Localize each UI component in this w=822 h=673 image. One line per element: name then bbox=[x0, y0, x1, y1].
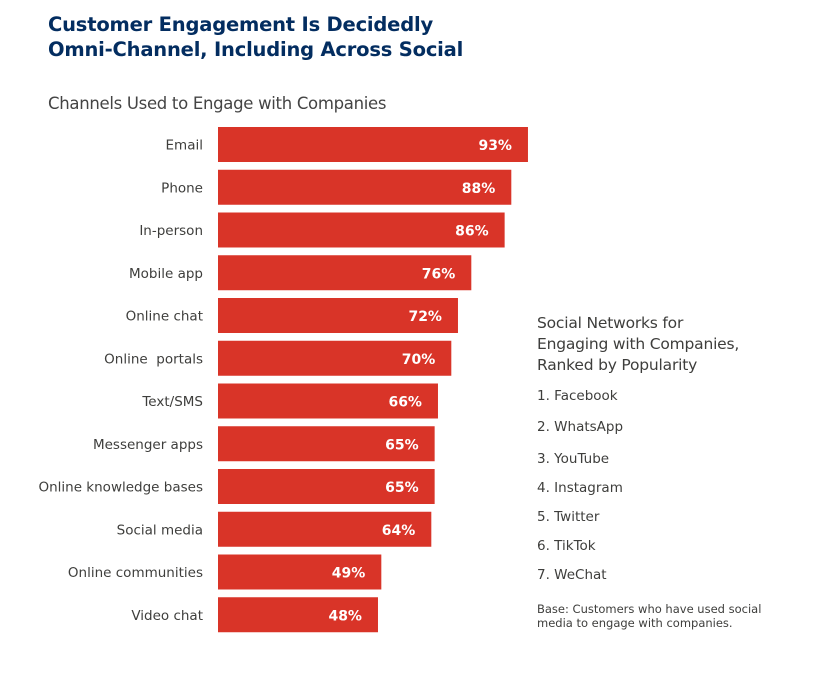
bar-online-portals bbox=[218, 340, 452, 376]
bar-video-chat bbox=[218, 597, 378, 633]
value-label-in-person: 86% bbox=[455, 224, 489, 240]
ranked-item-tiktok: 6. TikTok bbox=[537, 538, 596, 554]
bar-text-sms bbox=[218, 383, 438, 419]
base-footnote: Base: Customers who have used social med… bbox=[537, 602, 762, 630]
bars-group: Email 93% Phone 88% In-person 86% Mobile app 76… bbox=[38, 127, 528, 633]
ranked-item-facebook: 1. Facebook bbox=[537, 388, 618, 404]
category-label-text-sms: Text/SMS bbox=[141, 394, 203, 410]
category-label-messenger-apps: Messenger apps bbox=[93, 437, 203, 453]
page-title-line-1: Customer Engagement Is Decidedly bbox=[48, 13, 433, 36]
bar-in-person bbox=[218, 212, 505, 248]
category-label-phone: Phone bbox=[161, 180, 203, 196]
value-label-email: 93% bbox=[478, 138, 512, 154]
value-label-online-communities: 49% bbox=[332, 566, 366, 582]
bar-social-media bbox=[218, 511, 432, 547]
social-networks-title-line-3: Ranked by Popularity bbox=[537, 356, 698, 374]
category-label-mobile-app: Mobile app bbox=[129, 266, 203, 282]
bar-phone bbox=[218, 169, 512, 205]
ranked-item-wechat: 7. WeChat bbox=[537, 567, 607, 583]
social-networks-ranked-list: 1. Facebook 2. WhatsApp 3. YouTube 4. In… bbox=[537, 388, 797, 596]
value-label-social-media: 64% bbox=[382, 523, 416, 539]
social-networks-title-line-2: Engaging with Companies, bbox=[537, 335, 740, 353]
social-networks-title-line-1: Social Networks for bbox=[537, 314, 684, 332]
value-label-mobile-app: 76% bbox=[422, 266, 456, 282]
category-label-in-person: In-person bbox=[139, 223, 203, 239]
bar-mobile-app bbox=[218, 255, 472, 291]
chart-title: Channels Used to Engage with Companies bbox=[48, 94, 387, 113]
value-label-online-knowledge-bases: 65% bbox=[385, 480, 419, 496]
category-label-online-knowledge-bases: Online knowledge bases bbox=[38, 480, 203, 496]
social-networks-title: Social Networks for Engaging with Compan… bbox=[537, 313, 797, 376]
value-label-online-portals: 70% bbox=[402, 352, 436, 368]
social-networks-panel: Social Networks for Engaging with Compan… bbox=[537, 313, 797, 596]
page-title: Customer Engagement Is Decidedly Omni-Ch… bbox=[48, 12, 463, 62]
category-label-online-portals: Online portals bbox=[104, 351, 203, 367]
page-title-line-2: Omni-Channel, Including Across Social bbox=[48, 38, 464, 61]
value-label-phone: 88% bbox=[462, 181, 496, 197]
category-label-social-media: Social media bbox=[117, 522, 203, 538]
bar-messenger-apps bbox=[218, 426, 435, 462]
bar-online-communities bbox=[218, 554, 382, 590]
value-label-messenger-apps: 65% bbox=[385, 437, 419, 453]
category-label-online-communities: Online communities bbox=[68, 565, 203, 581]
ranked-item-youtube: 3. YouTube bbox=[537, 451, 610, 467]
bar-email bbox=[218, 127, 528, 162]
value-label-online-chat: 72% bbox=[408, 309, 442, 325]
value-label-video-chat: 48% bbox=[328, 608, 362, 624]
bar-online-chat bbox=[218, 298, 458, 333]
value-label-text-sms: 66% bbox=[388, 395, 422, 411]
category-label-video-chat: Video chat bbox=[131, 608, 203, 624]
category-label-email: Email bbox=[166, 138, 203, 154]
ranked-item-twitter: 5. Twitter bbox=[537, 509, 600, 525]
ranked-item-whatsapp: 2. WhatsApp bbox=[537, 419, 624, 435]
category-label-online-chat: Online chat bbox=[126, 309, 203, 325]
bar-online-knowledge-bases bbox=[218, 469, 435, 504]
ranked-item-instagram: 4. Instagram bbox=[537, 480, 623, 496]
